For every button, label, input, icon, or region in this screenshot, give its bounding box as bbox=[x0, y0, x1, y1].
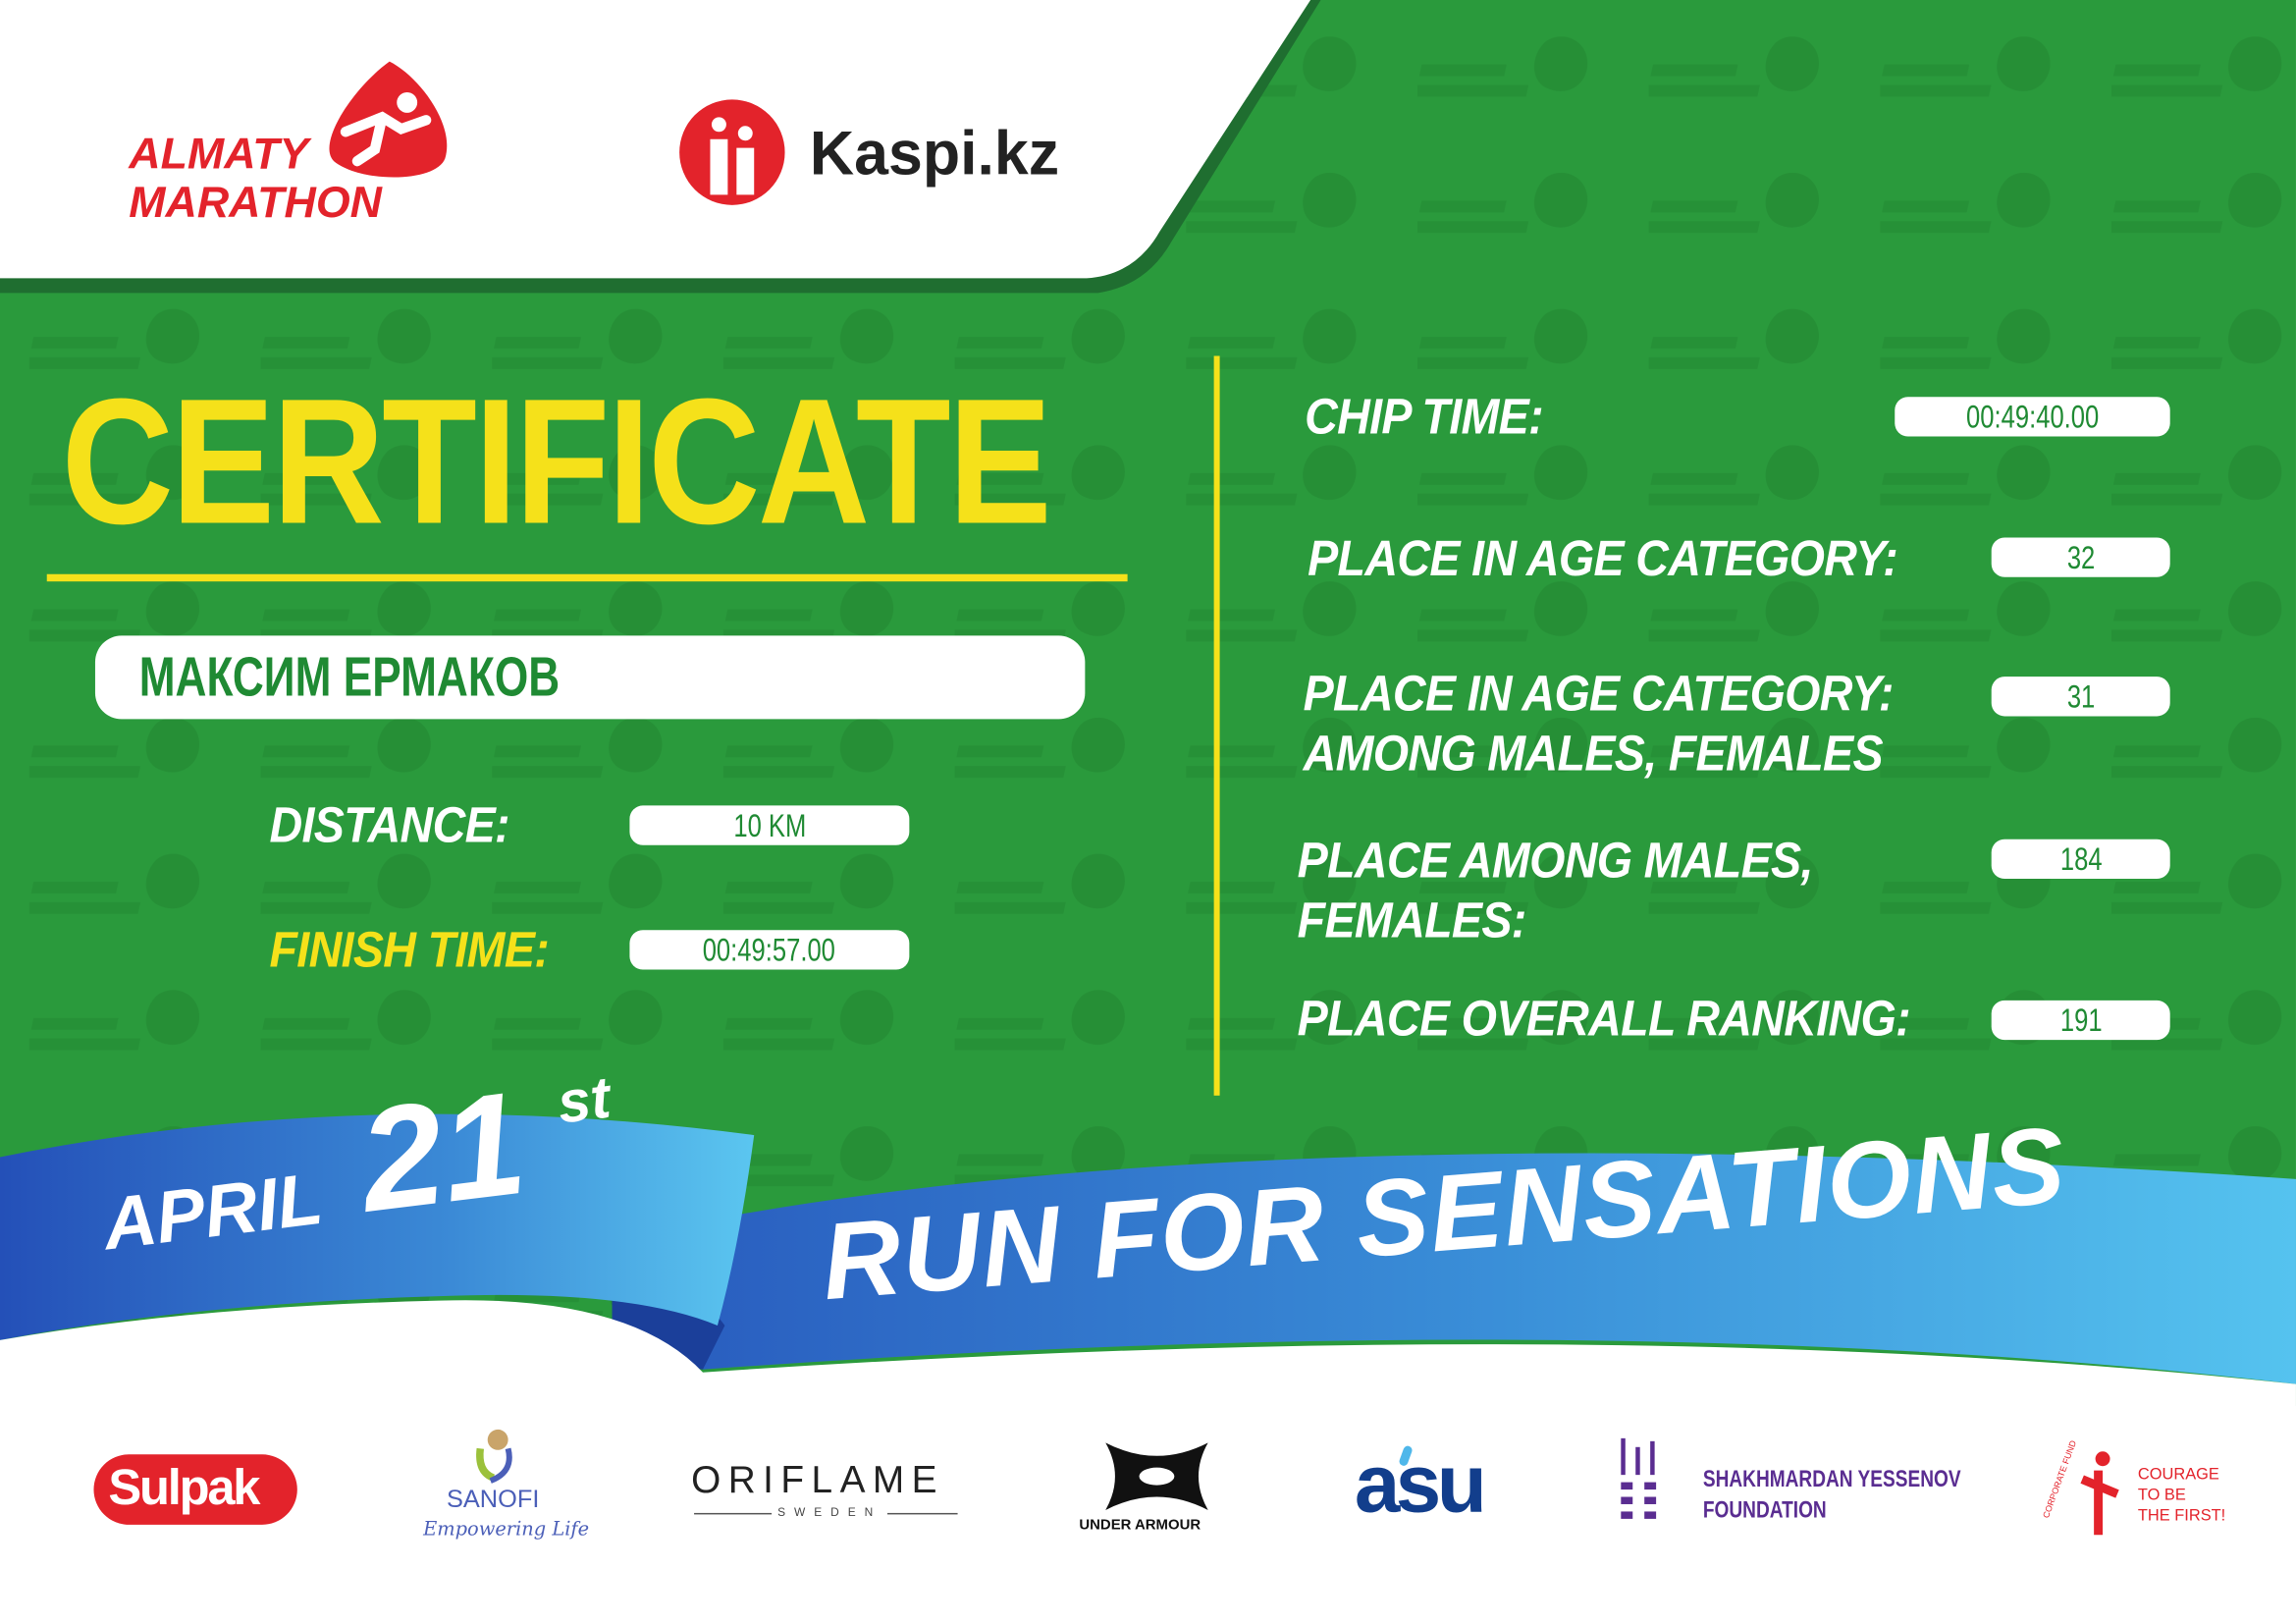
age-category-label: PLACE IN AGE CATEGORY: bbox=[1308, 531, 1898, 588]
sanofi-text: SANOFI bbox=[446, 1485, 540, 1513]
age-category-value: 32 bbox=[1991, 537, 2170, 577]
sponsor-courage-fund: CORPORATE FUND COURAGE TO BE THE FIRST! bbox=[2043, 1439, 2226, 1544]
date-day: 21 bbox=[351, 1060, 534, 1244]
kaspi-logo: Kaspi.kz bbox=[678, 98, 1074, 208]
age-category-gender-label-2: AMONG MALES, FEMALES bbox=[1303, 726, 1884, 783]
chip-time-value-text: 00:49:40.00 bbox=[1965, 398, 2100, 436]
age-category-gender-label-1: PLACE IN AGE CATEGORY: bbox=[1303, 666, 1895, 723]
age-category-value-text: 32 bbox=[2066, 538, 2095, 576]
gender-place-value-text: 184 bbox=[2059, 840, 2103, 878]
logo-text-almaty: ALMATY bbox=[129, 130, 309, 179]
sulpak-text: Sulpak bbox=[108, 1460, 260, 1516]
date-month: APRIL bbox=[98, 1157, 327, 1266]
sponsor-yessenov: SHAKHMARDAN YESSENOV FOUNDATION bbox=[1618, 1435, 1961, 1531]
runner-name-field: МАКСИМ ЕРМАКОВ bbox=[94, 635, 1086, 720]
kaspi-icon bbox=[679, 99, 785, 205]
yessenov-text-2: FOUNDATION bbox=[1702, 1498, 1827, 1524]
overall-ranking-label: PLACE OVERALL RANKING: bbox=[1297, 991, 1911, 1048]
runner-name: МАКСИМ ЕРМАКОВ bbox=[138, 647, 561, 709]
gender-place-label-1: PLACE AMONG MALES, bbox=[1297, 833, 1814, 890]
distance-value-text: 10 KM bbox=[732, 806, 806, 844]
sponsor-under-armour: UNDER ARMOUR bbox=[1076, 1442, 1245, 1538]
overall-ranking-value-text: 191 bbox=[2059, 1001, 2103, 1039]
age-category-gender-value-text: 31 bbox=[2066, 677, 2095, 715]
sanofi-tagline: Empowering Life bbox=[423, 1518, 590, 1542]
kaspi-text: Kaspi.kz bbox=[809, 118, 1060, 188]
sponsor-asu: asu bbox=[1355, 1428, 1516, 1530]
overall-ranking-value: 191 bbox=[1991, 1000, 2170, 1041]
date-suffix: st bbox=[554, 1065, 614, 1137]
distance-label: DISTANCE: bbox=[269, 797, 509, 854]
yessenov-text-1: SHAKHMARDAN YESSENOV bbox=[1702, 1467, 1961, 1493]
under-armour-icon bbox=[1105, 1442, 1208, 1510]
sponsor-sanofi: SANOFI Empowering Life bbox=[417, 1428, 589, 1552]
finish-time-value-text: 00:49:57.00 bbox=[703, 931, 836, 969]
finish-time-label: FINISH TIME: bbox=[269, 922, 550, 979]
courage-text-3: THE FIRST! bbox=[2137, 1506, 2226, 1525]
finish-time-value: 00:49:57.00 bbox=[629, 930, 910, 970]
distance-value: 10 KM bbox=[629, 805, 910, 845]
yessenov-icon bbox=[1621, 1437, 1657, 1519]
oriflame-sub: SWEDEN bbox=[772, 1505, 888, 1521]
sponsor-sulpak: Sulpak bbox=[93, 1454, 297, 1525]
chip-time-label: CHIP TIME: bbox=[1305, 389, 1544, 446]
age-category-gender-value: 31 bbox=[1991, 677, 2170, 717]
runner-drop-icon bbox=[329, 61, 448, 178]
almaty-marathon-logo: ALMATY MARATHON bbox=[129, 59, 458, 235]
courage-figure-icon bbox=[2080, 1451, 2119, 1536]
sanofi-icon bbox=[476, 1429, 512, 1484]
gender-place-label-2: FEMALES: bbox=[1297, 893, 1527, 949]
sponsor-oriflame: ORIFLAME SWEDEN bbox=[691, 1459, 962, 1533]
asu-text: asu bbox=[1354, 1436, 1487, 1530]
logo-text-marathon: MARATHON bbox=[129, 178, 382, 228]
oriflame-text: ORIFLAME bbox=[691, 1457, 945, 1501]
under-armour-text: UNDER ARMOUR bbox=[1079, 1517, 1201, 1534]
chip-time-value: 00:49:40.00 bbox=[1895, 397, 2170, 437]
courage-text-1: COURAGE bbox=[2137, 1466, 2219, 1485]
gender-place-value: 184 bbox=[1991, 839, 2170, 880]
certificate-title: CERTIFICATE bbox=[61, 361, 1052, 562]
courage-text-2: TO BE bbox=[2137, 1487, 2186, 1504]
